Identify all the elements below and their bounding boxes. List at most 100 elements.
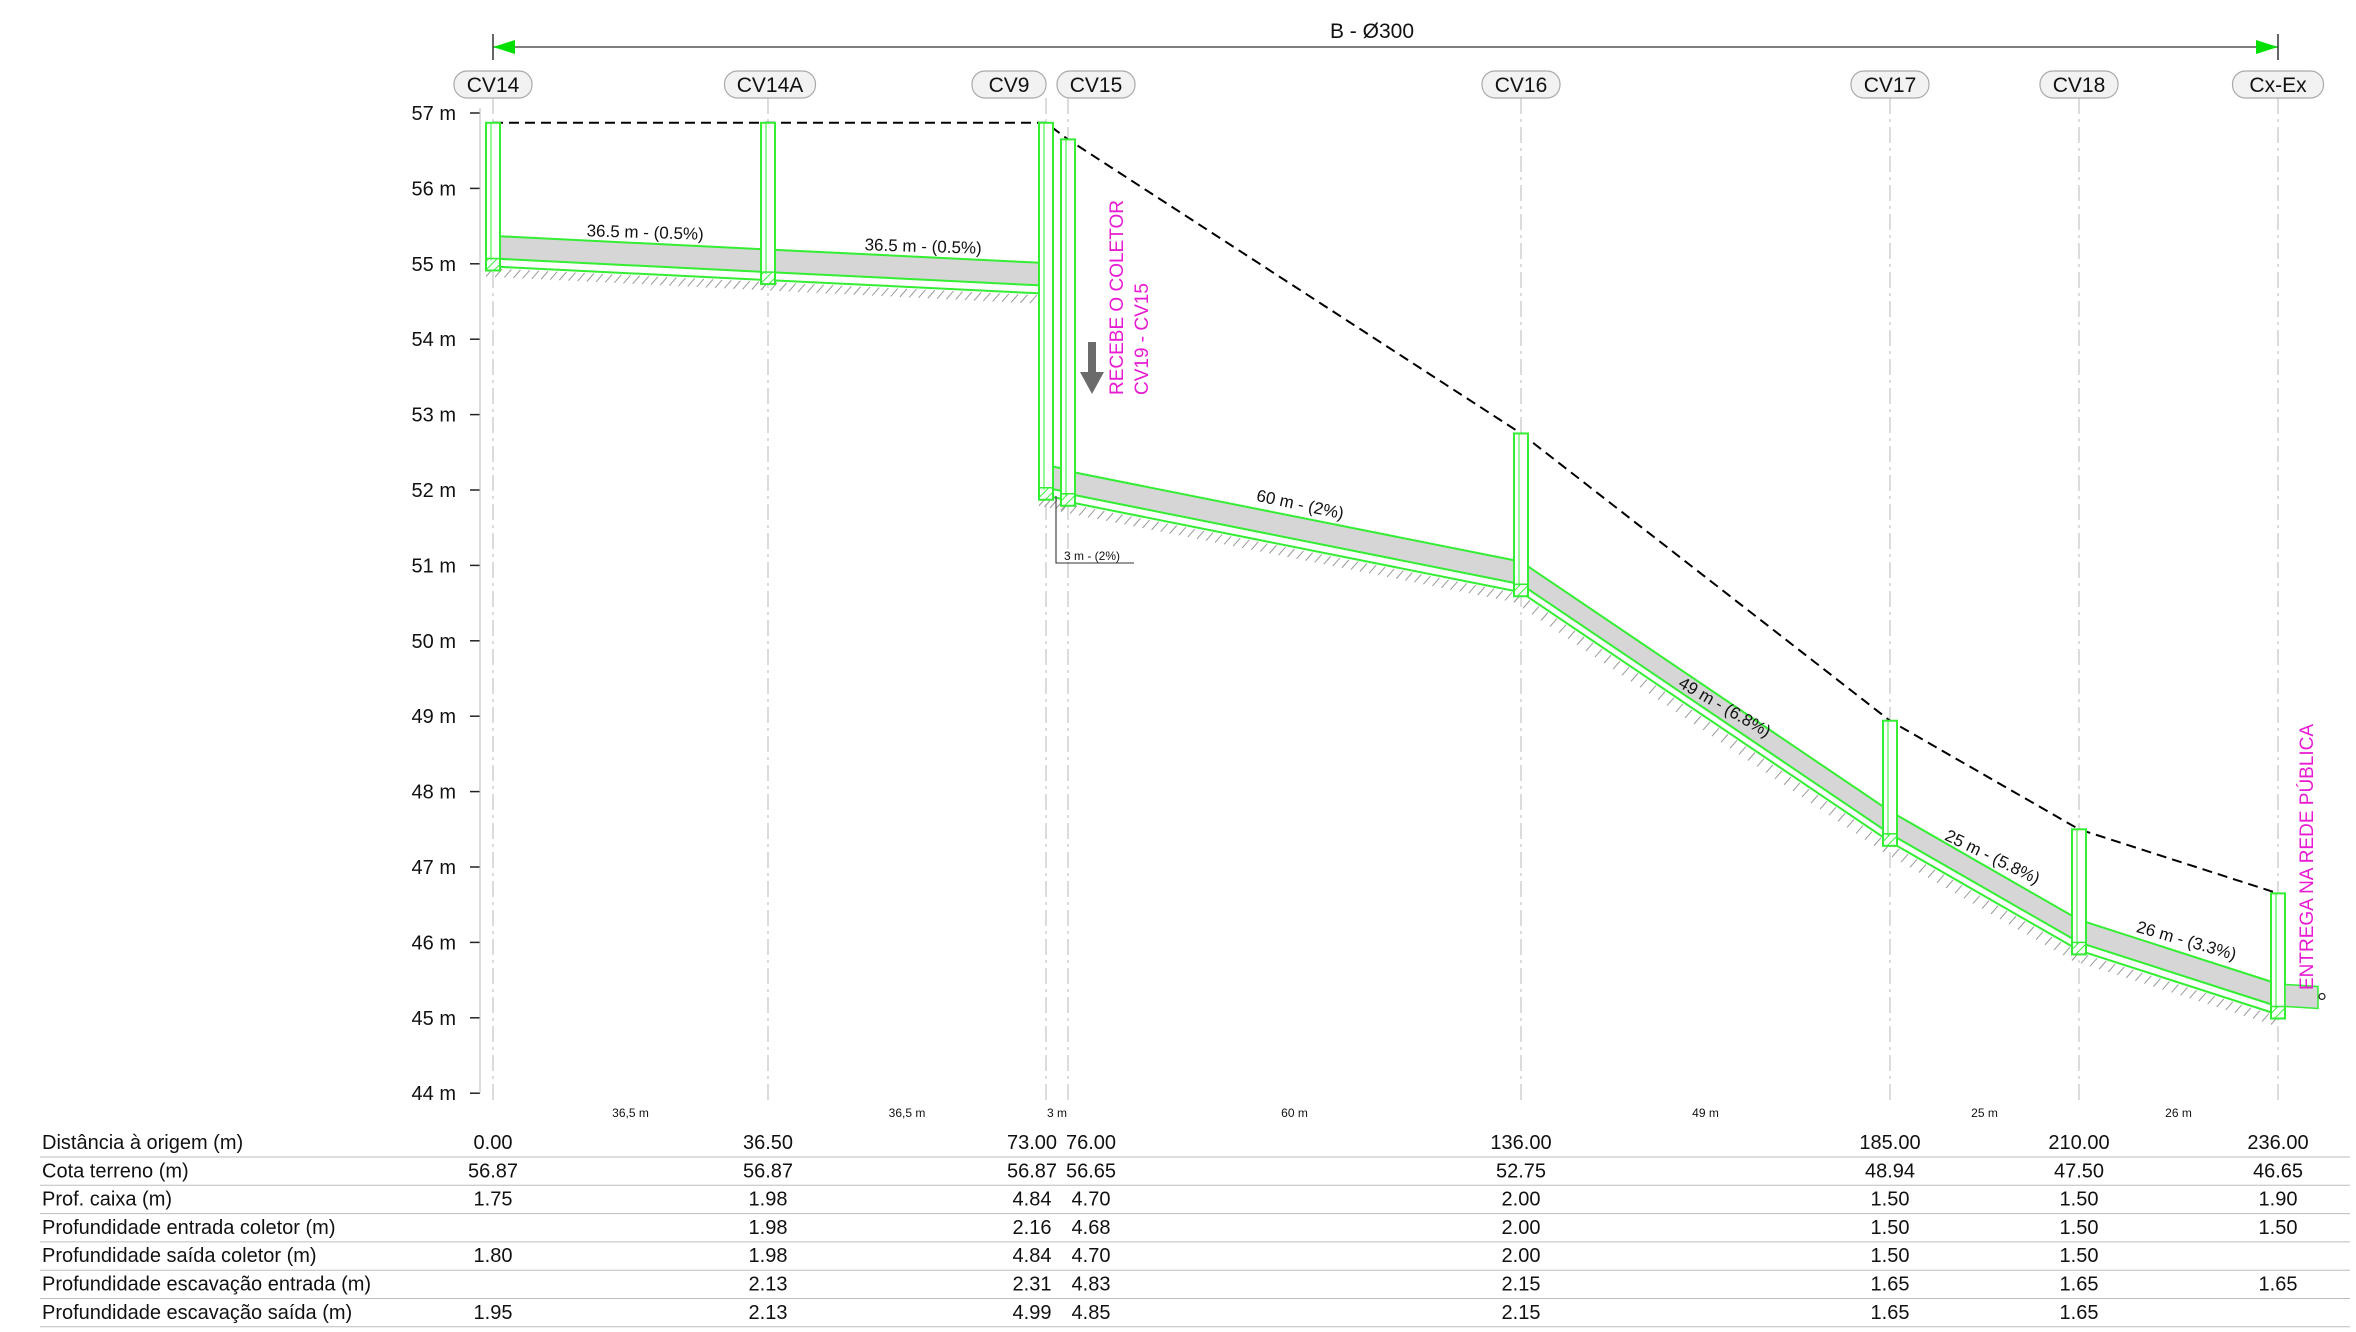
table-row: Distância à origem (m) 0.00 36.50 73.00 76.0…: [40, 1132, 2350, 1158]
pipe-invert: [2078, 941, 2279, 1008]
pipe-invert: [1520, 583, 1891, 835]
pipe-invert: [767, 271, 1047, 287]
station-label-pill: [1850, 70, 1930, 99]
table-cell: 2.00: [1502, 1217, 1541, 1239]
y-tick-label: 48 m: [412, 782, 456, 804]
station-label-text: CV16: [1495, 74, 1548, 97]
table-row: Profundidade saída coletor (m) 1.80 1.98 4.…: [40, 1245, 2350, 1271]
table-cell: 4.84: [1013, 1245, 1052, 1267]
station-label-text: CV14: [467, 74, 520, 97]
table-cell: 1.95: [474, 1302, 513, 1324]
table-cell: 56.65: [1066, 1160, 1116, 1182]
table-cell: 236.00: [2247, 1132, 2308, 1154]
receive-collector-source: CV19 - CV15: [1132, 283, 1153, 395]
inspection-box: [1513, 432, 1529, 598]
table-cell: 1.75: [474, 1189, 513, 1211]
table-row-name: Prof. caixa (m): [42, 1189, 172, 1211]
station-label-text: CV18: [2053, 74, 2106, 97]
outlet-pipe: [2284, 983, 2319, 1010]
deliver-public-network-note: ENTREGA NA REDE PÚBLICA: [2296, 724, 2318, 990]
inspection-box: [2270, 892, 2286, 1020]
pipe-body: [768, 249, 1046, 286]
station-label-text: CV14A: [737, 74, 804, 97]
table-row: Cota terreno (m) 56.87 56.87 56.87 56.65 52.7…: [40, 1160, 2350, 1186]
table-row-name: Profundidade escavação entrada (m): [42, 1274, 371, 1296]
arrow-right-icon: [2256, 40, 2278, 54]
table-cell: 2.13: [749, 1274, 788, 1296]
box-shaft: [485, 121, 501, 272]
pipe-body: [1068, 471, 1521, 585]
span-length-label: 60 m: [1281, 1106, 1308, 1120]
receive-collector-note: RECEBE O COLETOR: [1107, 200, 1128, 395]
station-label-pill: [2231, 70, 2325, 99]
box-base: [2071, 941, 2087, 956]
table-cell: 1.50: [2259, 1217, 2298, 1239]
table-row: Prof. caixa (m) 1.75 1.98 4.84 4.70 2.00 1.50 1…: [40, 1189, 2350, 1215]
table-row: Profundidade entrada coletor (m) 1.98 2.16…: [40, 1217, 2350, 1243]
station-label: Cx-Ex: [2231, 70, 2325, 99]
station-label-text: Cx-Ex: [2249, 74, 2307, 97]
pipe-crown: [492, 234, 769, 251]
box-base: [485, 257, 501, 272]
table-cell: 56.87: [1007, 1160, 1057, 1182]
box-base: [1882, 833, 1898, 847]
station-label-text: CV15: [1070, 74, 1123, 97]
inspection-box: [1038, 121, 1054, 501]
table-cell: 1.50: [2060, 1217, 2099, 1239]
table-cell: 4.70: [1072, 1189, 1111, 1211]
table-cell: 2.31: [1013, 1274, 1052, 1296]
pipe-invert: [1889, 832, 2080, 944]
pipe-invert: [1067, 492, 1522, 586]
station-label: CV9: [971, 70, 1047, 99]
ground-hatch: [1060, 503, 1522, 603]
ground-hatch: [1038, 497, 1069, 511]
box-base: [2270, 1005, 2286, 1020]
pipe-segment: [485, 234, 769, 291]
segment-slope-label: 36.5 m - (0.5%): [864, 235, 982, 257]
station-label-pill: [971, 70, 1047, 99]
trench-bottom: [1520, 591, 1891, 843]
table-cell: 46.65: [2253, 1160, 2303, 1182]
table-cell: 48.94: [1865, 1160, 1915, 1182]
table-row: Profundidade escavação entrada (m) 2.13 2.…: [40, 1274, 2350, 1299]
y-tick-label: 51 m: [412, 555, 456, 577]
table-cell: 1.65: [1871, 1302, 1910, 1324]
table-cell: 4.68: [1072, 1217, 1111, 1239]
station-label: CV17: [1850, 70, 1930, 99]
pipe-segment: [1882, 810, 2080, 961]
table-cell: 1.90: [2259, 1189, 2298, 1211]
station-label: CV14A: [723, 70, 817, 99]
table-cell: 2.15: [1502, 1274, 1541, 1296]
table-row-name: Profundidade entrada coletor (m): [42, 1217, 336, 1239]
station-label-pill: [2039, 70, 2119, 99]
inspection-box: [760, 121, 776, 286]
span-length-label: 36,5 m: [889, 1106, 926, 1120]
pipe-crown: [2078, 918, 2279, 985]
diameter-dimension: B - Ø300: [492, 20, 2279, 60]
table-cell: 4.99: [1013, 1302, 1052, 1324]
table-cell: 210.00: [2048, 1132, 2109, 1154]
table-cell: 136.00: [1490, 1132, 1551, 1154]
station-label-pill: [1481, 70, 1561, 99]
pipe-invert: [492, 257, 769, 274]
y-tick-label: 47 m: [412, 857, 456, 879]
table-cell: 1.65: [2060, 1274, 2099, 1296]
table-cell: 1.50: [1871, 1189, 1910, 1211]
box-base: [1060, 493, 1076, 507]
table-row-name: Profundidade saída coletor (m): [42, 1245, 317, 1267]
pipe-segment: [2071, 918, 2279, 1025]
y-tick-label: 57 m: [412, 103, 456, 125]
trench-bottom: [767, 279, 1047, 295]
ground-hatch: [485, 268, 769, 291]
table-row: Profundidade escavação saída (m) 1.95 2.13…: [40, 1302, 2350, 1328]
table-cell: 1.98: [749, 1245, 788, 1267]
table-cell: 185.00: [1859, 1132, 1920, 1154]
y-tick-label: 49 m: [412, 706, 456, 728]
box-shaft: [2270, 892, 2286, 1020]
arrow-left-icon: [493, 40, 515, 54]
pipe-crown: [767, 248, 1047, 265]
table-cell: 2.15: [1502, 1302, 1541, 1324]
table-cell: 1.80: [474, 1245, 513, 1267]
ground-hatch: [760, 281, 1047, 304]
